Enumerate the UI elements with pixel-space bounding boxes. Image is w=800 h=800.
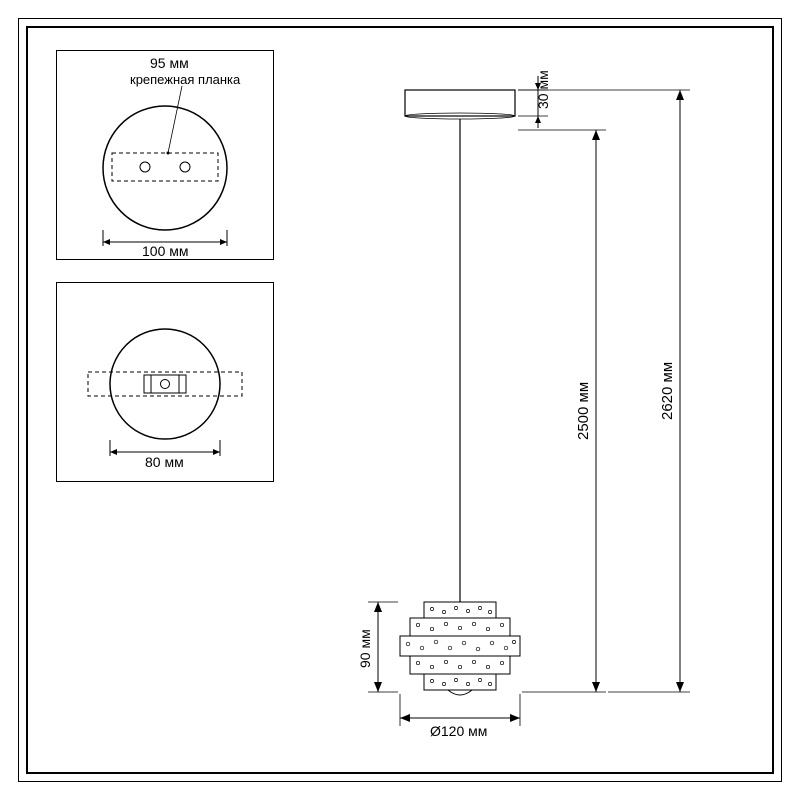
pendant-shade	[400, 602, 520, 695]
label-bracket-name: крепежная планка	[130, 72, 241, 87]
label-shade-diameter: Ø120 мм	[430, 723, 487, 739]
label-cable-length: 2500 мм	[575, 382, 592, 440]
label-total-length: 2620 мм	[659, 362, 676, 420]
label-bracket-width: 95 мм	[150, 55, 189, 71]
label-top-diameter: 100 мм	[142, 243, 189, 259]
label-shade-height: 90 мм	[357, 629, 373, 668]
panel-bottom	[56, 282, 274, 482]
